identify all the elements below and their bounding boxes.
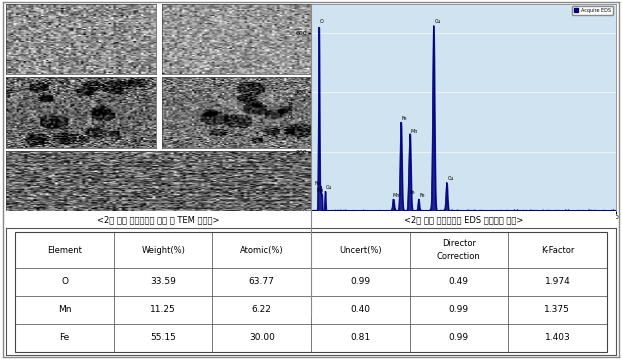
Text: Fe: Fe xyxy=(315,181,320,186)
Text: 6.22: 6.22 xyxy=(252,305,272,314)
Text: Fe: Fe xyxy=(60,333,70,342)
Text: 33.59: 33.59 xyxy=(151,278,176,286)
Text: Element: Element xyxy=(47,246,82,255)
Text: O: O xyxy=(320,19,324,24)
Text: 0.81: 0.81 xyxy=(350,333,370,342)
Text: 0.99: 0.99 xyxy=(448,333,469,342)
Text: O: O xyxy=(61,278,68,286)
Text: 0.99: 0.99 xyxy=(350,278,370,286)
Text: 1.375: 1.375 xyxy=(544,305,570,314)
Text: Fe: Fe xyxy=(419,193,425,198)
Text: Mn: Mn xyxy=(316,188,323,193)
Text: 1.403: 1.403 xyxy=(544,333,570,342)
Y-axis label: Counts: Counts xyxy=(289,96,294,118)
Text: 55.15: 55.15 xyxy=(151,333,176,342)
Text: Fe: Fe xyxy=(402,116,407,121)
Text: K-Factor: K-Factor xyxy=(541,246,574,255)
Text: <2배 합성 나노물질의 EDS 스펙트럼 결과>: <2배 합성 나노물질의 EDS 스펙트럼 결과> xyxy=(404,215,523,224)
Text: 0.99: 0.99 xyxy=(448,305,469,314)
Text: 1.974: 1.974 xyxy=(544,278,570,286)
Text: Mn: Mn xyxy=(411,129,418,134)
Legend: Acquire EDS: Acquire EDS xyxy=(572,6,613,15)
Text: Correction: Correction xyxy=(437,252,481,261)
Text: Director: Director xyxy=(442,239,476,248)
Text: 0.49: 0.49 xyxy=(449,278,469,286)
Text: Atomic(%): Atomic(%) xyxy=(240,246,284,255)
Text: Mn: Mn xyxy=(58,305,72,314)
Text: <2배 합성 나노물질의 배율 별 TEM 이미지>: <2배 합성 나노물질의 배율 별 TEM 이미지> xyxy=(98,215,220,224)
Text: Fe: Fe xyxy=(409,190,415,195)
Text: 30.00: 30.00 xyxy=(249,333,275,342)
X-axis label: Energy (keV): Energy (keV) xyxy=(443,222,483,227)
Text: Cu: Cu xyxy=(434,19,441,24)
Text: 0.40: 0.40 xyxy=(350,305,370,314)
Text: Uncert(%): Uncert(%) xyxy=(339,246,381,255)
Text: 11.25: 11.25 xyxy=(151,305,176,314)
Text: Cu: Cu xyxy=(326,185,332,190)
Text: 63.77: 63.77 xyxy=(249,278,275,286)
Text: Weight(%): Weight(%) xyxy=(141,246,185,255)
Text: Mn: Mn xyxy=(392,193,400,198)
Text: Cu: Cu xyxy=(448,176,454,181)
